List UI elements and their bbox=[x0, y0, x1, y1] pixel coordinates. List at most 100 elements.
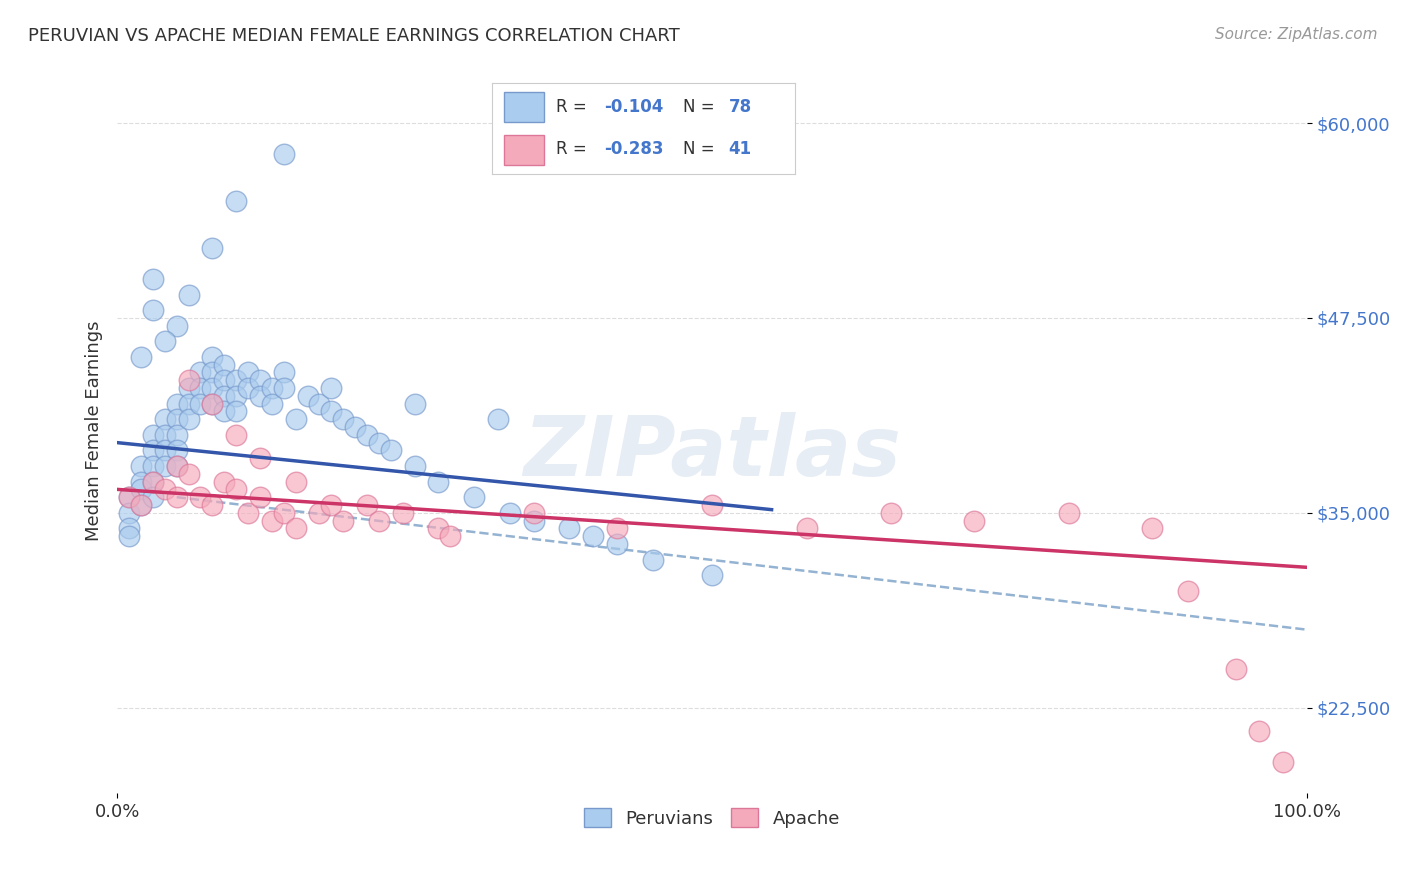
Point bbox=[201, 350, 224, 364]
Point bbox=[308, 506, 330, 520]
Point bbox=[166, 318, 188, 333]
Point bbox=[368, 514, 391, 528]
Point bbox=[249, 389, 271, 403]
Point bbox=[356, 427, 378, 442]
Point bbox=[190, 366, 212, 380]
Text: PERUVIAN VS APACHE MEDIAN FEMALE EARNINGS CORRELATION CHART: PERUVIAN VS APACHE MEDIAN FEMALE EARNING… bbox=[28, 27, 681, 45]
Point bbox=[129, 483, 152, 497]
Point bbox=[249, 451, 271, 466]
Point bbox=[463, 490, 485, 504]
Point bbox=[214, 373, 236, 387]
Point bbox=[129, 475, 152, 489]
Point bbox=[1177, 583, 1199, 598]
Point bbox=[236, 366, 259, 380]
Point bbox=[225, 404, 247, 418]
Point bbox=[380, 443, 402, 458]
Point bbox=[166, 397, 188, 411]
Point bbox=[142, 475, 165, 489]
Point bbox=[332, 514, 354, 528]
Y-axis label: Median Female Earnings: Median Female Earnings bbox=[86, 321, 103, 541]
Point bbox=[332, 412, 354, 426]
Point bbox=[1249, 724, 1271, 739]
Point bbox=[236, 381, 259, 395]
Point bbox=[321, 381, 343, 395]
Point bbox=[963, 514, 986, 528]
Point bbox=[166, 412, 188, 426]
Point bbox=[225, 483, 247, 497]
Point bbox=[118, 506, 141, 520]
Point bbox=[1142, 521, 1164, 535]
Point bbox=[249, 373, 271, 387]
Point bbox=[153, 334, 176, 349]
Point bbox=[273, 366, 295, 380]
Point bbox=[214, 404, 236, 418]
Point bbox=[260, 397, 283, 411]
Point bbox=[142, 458, 165, 473]
Text: ZIPatlas: ZIPatlas bbox=[523, 412, 901, 493]
Text: Source: ZipAtlas.com: Source: ZipAtlas.com bbox=[1215, 27, 1378, 42]
Point bbox=[177, 412, 200, 426]
Point bbox=[142, 475, 165, 489]
Point bbox=[142, 272, 165, 286]
Point bbox=[201, 366, 224, 380]
Point bbox=[284, 521, 307, 535]
Legend: Peruvians, Apache: Peruvians, Apache bbox=[576, 801, 848, 835]
Point bbox=[225, 389, 247, 403]
Point bbox=[129, 498, 152, 512]
Point bbox=[284, 475, 307, 489]
Point bbox=[356, 498, 378, 512]
Point bbox=[1272, 755, 1295, 769]
Point bbox=[129, 350, 152, 364]
Point bbox=[153, 458, 176, 473]
Point bbox=[273, 381, 295, 395]
Point bbox=[177, 467, 200, 481]
Point bbox=[166, 458, 188, 473]
Point bbox=[404, 397, 426, 411]
Point bbox=[499, 506, 522, 520]
Point bbox=[177, 381, 200, 395]
Point bbox=[177, 373, 200, 387]
Point bbox=[153, 443, 176, 458]
Point bbox=[118, 490, 141, 504]
Point bbox=[700, 568, 723, 582]
Point bbox=[582, 529, 605, 543]
Point bbox=[249, 490, 271, 504]
Point bbox=[260, 381, 283, 395]
Point bbox=[344, 420, 367, 434]
Point bbox=[427, 521, 450, 535]
Point bbox=[201, 397, 224, 411]
Point bbox=[190, 397, 212, 411]
Point bbox=[606, 521, 628, 535]
Point bbox=[153, 483, 176, 497]
Point bbox=[129, 458, 152, 473]
Point bbox=[879, 506, 901, 520]
Point bbox=[558, 521, 581, 535]
Point bbox=[201, 241, 224, 255]
Point bbox=[201, 397, 224, 411]
Point bbox=[796, 521, 818, 535]
Point bbox=[486, 412, 509, 426]
Point bbox=[439, 529, 461, 543]
Point bbox=[153, 427, 176, 442]
Point bbox=[166, 443, 188, 458]
Point bbox=[236, 506, 259, 520]
Point bbox=[368, 435, 391, 450]
Point bbox=[142, 443, 165, 458]
Point bbox=[166, 458, 188, 473]
Point bbox=[142, 490, 165, 504]
Point bbox=[225, 373, 247, 387]
Point bbox=[321, 498, 343, 512]
Point bbox=[118, 529, 141, 543]
Point bbox=[225, 194, 247, 208]
Point bbox=[190, 381, 212, 395]
Point bbox=[404, 458, 426, 473]
Point bbox=[273, 506, 295, 520]
Point bbox=[214, 358, 236, 372]
Point bbox=[142, 303, 165, 318]
Point bbox=[129, 498, 152, 512]
Point bbox=[641, 552, 664, 566]
Point bbox=[214, 475, 236, 489]
Point bbox=[166, 427, 188, 442]
Point bbox=[1225, 662, 1247, 676]
Point bbox=[700, 498, 723, 512]
